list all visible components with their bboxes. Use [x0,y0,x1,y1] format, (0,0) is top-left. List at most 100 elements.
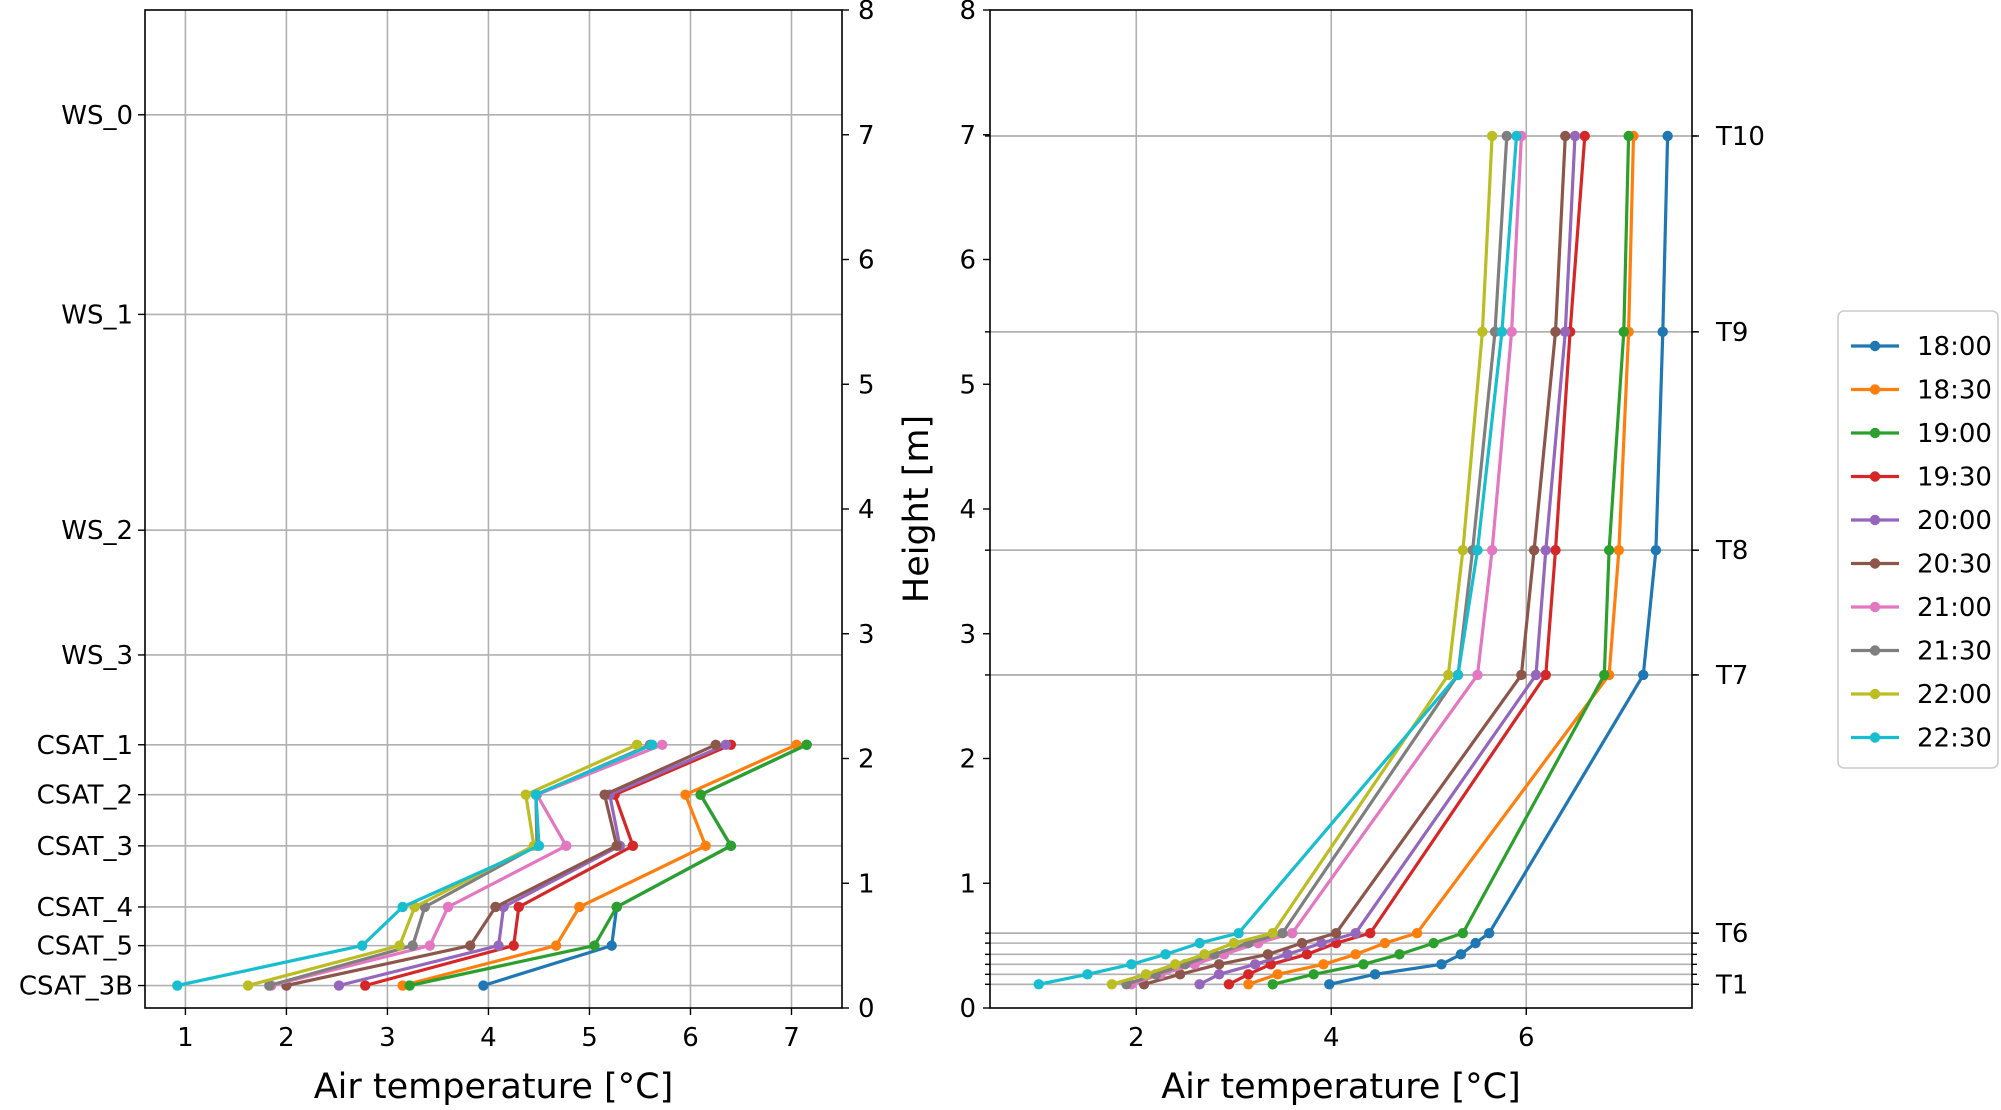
data-point [561,840,572,852]
data-point [1569,130,1581,142]
data-point [1457,927,1469,939]
x-axis-label: Air temperature [°C] [1161,1067,1521,1107]
sensor-label: WS_3 [61,641,133,671]
data-point [490,901,501,913]
legend-marker [1869,384,1881,395]
data-point [1638,669,1649,681]
legend-label: 19:00 [1917,419,1992,449]
data-point [1599,669,1610,681]
data-point [1318,959,1329,970]
series-line-20:30 [286,743,717,988]
data-point [631,739,643,750]
data-point [264,980,275,991]
legend-label: 22:00 [1917,680,1992,710]
x-tick-label: 4 [480,1023,497,1053]
data-point [424,940,436,951]
data-point [1194,937,1205,949]
y-tick-label: 3 [858,620,875,650]
data-point [695,789,706,800]
data-point [1486,130,1498,142]
data-point [1540,669,1551,681]
y-axis-label: Height [m] [897,415,937,603]
legend-marker [1869,558,1881,569]
series-line-21:00 [1130,135,1523,986]
data-point [1455,949,1467,960]
data-point [611,901,622,913]
series-line-19:00 [1272,135,1631,986]
data-point [1140,969,1152,980]
y-tick-label: 5 [858,370,875,400]
data-point [1308,969,1319,980]
series-line-19:00 [409,743,808,988]
data-point [1287,927,1298,939]
x-tick-label: 3 [379,1023,396,1053]
data-point [1365,927,1376,939]
data-point [611,840,622,852]
legend-label: 21:30 [1917,637,1992,667]
legend-marker [1869,471,1881,482]
series-line-22:30 [1038,135,1519,986]
data-point [1484,927,1495,939]
data-point [493,940,504,951]
legend-marker [1869,340,1881,352]
data-point [404,980,415,991]
y-tick-label: 2 [858,745,875,775]
data-point [394,940,405,951]
legend-marker [1869,645,1881,656]
data-point [1350,949,1361,960]
data-point [1579,130,1590,142]
data-point [1223,979,1235,990]
y-tick-label: 0 [858,994,875,1024]
data-point [513,901,524,913]
series-line-22:30 [176,743,653,988]
sensor-label: T8 [1715,536,1748,566]
series-line-20:00 [1198,135,1577,986]
legend-marker [1869,514,1881,526]
series-line-18:30 [402,743,798,988]
data-point [550,940,562,951]
legend-marker [1869,601,1881,613]
sensor-label: T6 [1715,919,1748,949]
data-point [1250,959,1261,970]
data-point [1618,326,1629,338]
data-point [1411,927,1423,939]
data-point [1160,949,1171,960]
data-point [1296,937,1308,949]
data-point [1033,979,1044,990]
data-point [1623,130,1634,142]
data-point [520,789,532,800]
data-point [710,739,721,750]
sensor-label: T10 [1715,122,1765,152]
data-point [1560,326,1571,338]
data-point [801,739,812,750]
data-point [1560,130,1571,142]
data-point [1324,979,1335,990]
data-point [1369,969,1381,980]
data-point [1613,544,1625,556]
y-tick-label: 1 [959,869,976,899]
data-point [1282,949,1293,960]
sensor-label: CSAT_1 [37,731,133,761]
y-tick-label: 7 [959,121,976,151]
data-point [1662,130,1673,142]
legend-label: 19:30 [1917,463,1992,493]
data-point [720,739,732,750]
data-point [465,940,476,951]
data-point [1516,669,1527,681]
data-point [1170,959,1181,970]
legend-marker [1869,688,1881,700]
data-point [1174,969,1186,980]
sensor-label: T1 [1715,970,1748,1000]
data-point [1452,669,1464,681]
data-point [1301,949,1313,960]
left-panel: 1 2 3 4 5 6 7 0 1 2 3 4 5 6 7 8 WS_0 WS_1 WS_2 WS_3 CSAT_1 CS… [19,0,937,1107]
series-line-19:30 [364,743,732,988]
data-point [680,789,691,800]
data-point [442,901,454,913]
data-point [627,840,639,852]
data-point [1506,326,1517,338]
data-point [1126,959,1137,970]
legend-label: 18:00 [1917,332,1992,362]
sensor-label: WS_2 [61,516,133,546]
data-point [1394,949,1405,960]
